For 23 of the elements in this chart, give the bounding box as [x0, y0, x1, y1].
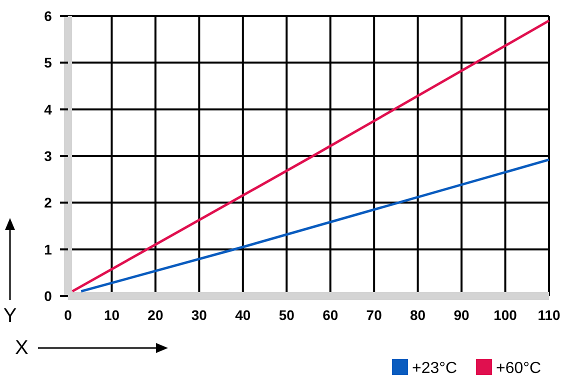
x-axis-title: X — [15, 337, 28, 359]
y-tick-label: 3 — [44, 148, 52, 164]
x-tick-label: 30 — [191, 307, 208, 323]
x-tick-label: 10 — [104, 307, 120, 323]
x-tick-label: 60 — [322, 307, 338, 323]
y-tick-label: 0 — [44, 288, 52, 304]
x-tick-label: 90 — [454, 307, 470, 323]
x-tick-label: 110 — [538, 307, 561, 323]
y-tick-label: 2 — [44, 194, 52, 211]
y-tick-label: 1 — [44, 241, 52, 258]
x-tick-label: 0 — [64, 307, 72, 323]
x-tick-label: 100 — [494, 307, 518, 323]
y-tick-label: 6 — [44, 8, 52, 24]
x-tick-label: 20 — [148, 307, 164, 323]
y-tick-label: 5 — [44, 54, 52, 71]
x-tick-label: 50 — [278, 307, 295, 323]
y-axis-title: Y — [3, 305, 17, 327]
x-tick-label: 40 — [235, 307, 251, 323]
x-tick-label: 70 — [366, 307, 382, 323]
legend-label: +60°C — [496, 360, 542, 377]
legend-label: +23°C — [412, 360, 458, 377]
x-tick-label: 80 — [410, 307, 426, 323]
y-tick-label: 4 — [44, 101, 52, 118]
